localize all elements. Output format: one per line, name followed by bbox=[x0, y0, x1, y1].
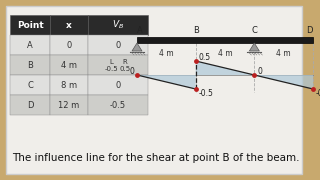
Text: B: B bbox=[193, 26, 199, 35]
Polygon shape bbox=[249, 43, 259, 51]
FancyBboxPatch shape bbox=[137, 37, 313, 43]
Text: A: A bbox=[137, 26, 143, 35]
Text: 12 m: 12 m bbox=[58, 100, 80, 109]
Text: -0.5: -0.5 bbox=[104, 66, 118, 72]
FancyBboxPatch shape bbox=[10, 35, 50, 55]
FancyBboxPatch shape bbox=[50, 95, 88, 115]
FancyBboxPatch shape bbox=[88, 95, 148, 115]
Text: -0.5: -0.5 bbox=[316, 89, 320, 98]
Text: x: x bbox=[66, 21, 72, 30]
Text: 0: 0 bbox=[129, 68, 134, 76]
Text: $V_B$: $V_B$ bbox=[112, 19, 124, 31]
Text: 0: 0 bbox=[116, 80, 121, 89]
Text: The influence line for the shear at point B of the beam.: The influence line for the shear at poin… bbox=[12, 153, 300, 163]
Text: D: D bbox=[27, 100, 33, 109]
FancyBboxPatch shape bbox=[6, 6, 302, 174]
Text: 4 m: 4 m bbox=[61, 60, 77, 69]
Text: C: C bbox=[252, 26, 257, 35]
Polygon shape bbox=[132, 43, 142, 51]
Text: -0.5: -0.5 bbox=[199, 89, 213, 98]
FancyBboxPatch shape bbox=[88, 75, 148, 95]
FancyBboxPatch shape bbox=[88, 35, 148, 55]
FancyBboxPatch shape bbox=[10, 55, 50, 75]
Text: 0.5: 0.5 bbox=[119, 66, 131, 72]
Text: B: B bbox=[27, 60, 33, 69]
Text: 0: 0 bbox=[116, 40, 121, 50]
FancyBboxPatch shape bbox=[10, 75, 50, 95]
FancyBboxPatch shape bbox=[88, 55, 148, 75]
Polygon shape bbox=[137, 75, 196, 89]
FancyBboxPatch shape bbox=[10, 15, 50, 35]
Text: L: L bbox=[109, 59, 113, 65]
FancyBboxPatch shape bbox=[10, 95, 50, 115]
Text: R: R bbox=[123, 59, 127, 65]
Text: 4 m: 4 m bbox=[218, 48, 232, 57]
FancyBboxPatch shape bbox=[50, 35, 88, 55]
Text: 4 m: 4 m bbox=[276, 48, 291, 57]
Text: 0: 0 bbox=[257, 68, 262, 76]
FancyBboxPatch shape bbox=[88, 15, 148, 35]
FancyBboxPatch shape bbox=[50, 55, 88, 75]
Text: C: C bbox=[27, 80, 33, 89]
FancyBboxPatch shape bbox=[50, 15, 88, 35]
Text: 8 m: 8 m bbox=[61, 80, 77, 89]
Text: 4 m: 4 m bbox=[159, 48, 174, 57]
Polygon shape bbox=[196, 61, 313, 89]
FancyBboxPatch shape bbox=[50, 75, 88, 95]
Text: D: D bbox=[307, 26, 313, 35]
Text: A: A bbox=[27, 40, 33, 50]
Text: 0: 0 bbox=[66, 40, 72, 50]
Text: Point: Point bbox=[17, 21, 44, 30]
Text: -0.5: -0.5 bbox=[110, 100, 126, 109]
Text: 0.5: 0.5 bbox=[199, 53, 211, 62]
